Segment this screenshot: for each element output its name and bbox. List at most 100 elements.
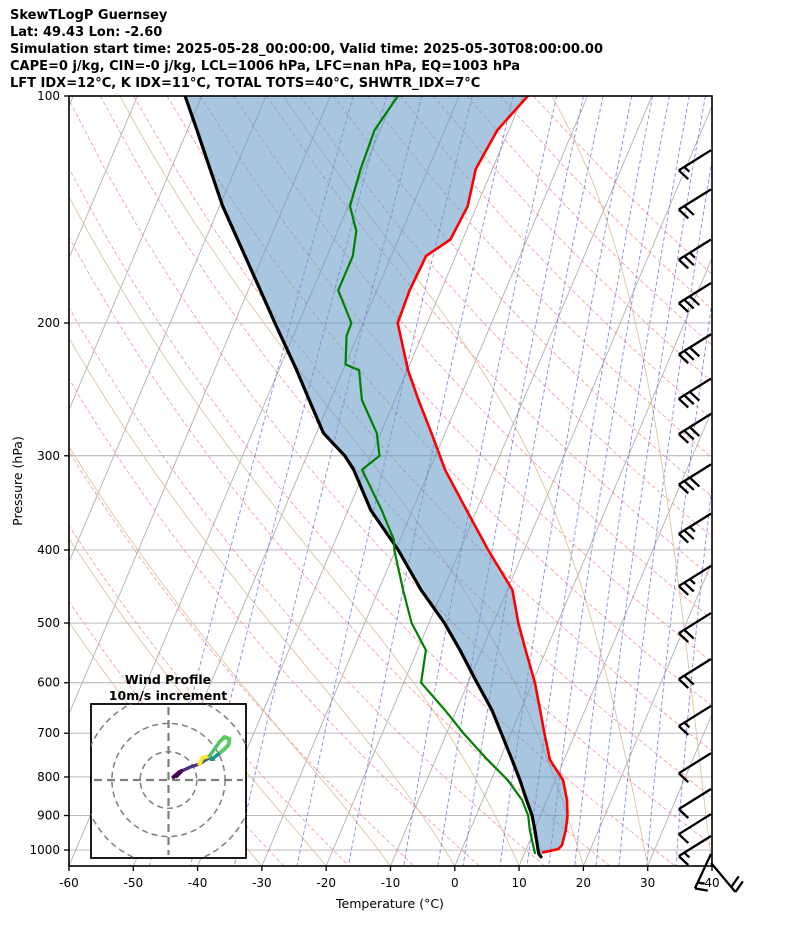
axes-ticks: -60 -50 -40 -30 -20 -10 0 10 20 30 40 100 200 300 400 5… xyxy=(29,89,719,890)
barb-full-feather xyxy=(677,725,690,736)
hodograph-subtitle: 10m/s increment xyxy=(109,688,227,703)
barb-staff xyxy=(678,463,712,486)
cin-shading-layer xyxy=(185,96,568,857)
wind-barb xyxy=(677,788,712,819)
barb-full-feather xyxy=(677,353,690,365)
wind-barb xyxy=(677,834,712,866)
mixing-ratio-line xyxy=(437,96,584,866)
mixing-ratio-line xyxy=(548,96,670,866)
hodograph-trace-segment xyxy=(171,769,184,779)
barb-staff xyxy=(678,813,712,836)
moist-adiabat-line xyxy=(551,96,712,866)
wind-barb xyxy=(677,612,712,643)
barb-staff xyxy=(678,788,712,811)
barb-staff xyxy=(678,512,712,535)
dry-adiabat-line xyxy=(69,524,350,866)
x-tick-label: -10 xyxy=(381,876,401,890)
barb-full-feather xyxy=(677,302,690,313)
moist-adiabat-line xyxy=(69,445,391,866)
barb-full-feather xyxy=(677,258,690,270)
barb-full-feather xyxy=(677,169,690,181)
barb-staff xyxy=(710,862,737,893)
wind-barb xyxy=(677,377,712,409)
barb-staff xyxy=(678,834,712,858)
mixing-ratio-line xyxy=(595,96,706,866)
mixing-ratio-line xyxy=(646,299,712,866)
isotherm-line xyxy=(325,96,653,866)
x-tick-label: -40 xyxy=(188,876,208,890)
barb-full-feather xyxy=(677,397,690,409)
wind-barb xyxy=(693,853,713,892)
barb-staff xyxy=(678,658,712,681)
barb-staff xyxy=(678,752,712,775)
isotherm-line xyxy=(647,712,712,866)
hodograph-title: Wind Profile xyxy=(125,672,211,687)
barb-full-feather xyxy=(677,208,690,220)
barb-full-feather xyxy=(689,390,701,402)
x-tick-label: -50 xyxy=(123,876,143,890)
y-axis-label: Pressure (hPa) xyxy=(10,436,25,526)
x-tick-label: 20 xyxy=(576,876,591,890)
barb-half-feather xyxy=(697,881,705,885)
barb-full-feather xyxy=(683,480,695,491)
hodograph-trace-segment xyxy=(207,740,222,758)
y-tick-label: 500 xyxy=(37,616,60,630)
temperature-curve xyxy=(396,96,569,854)
mixing-ratio-line xyxy=(189,96,388,866)
x-tick-label: 40 xyxy=(704,876,719,890)
cin-shading xyxy=(185,96,568,857)
isotherm-line xyxy=(518,408,712,866)
barb-full-feather xyxy=(683,394,695,405)
barb-full-feather xyxy=(677,433,690,444)
barb-staff xyxy=(678,188,712,211)
x-axis-label: Temperature (°C) xyxy=(335,896,444,911)
hodograph-content xyxy=(91,704,246,858)
mixing-ratio-line xyxy=(618,158,712,866)
time-line: Simulation start time: 2025-05-28_00:00:… xyxy=(10,42,603,57)
barb-full-feather xyxy=(677,585,690,596)
hodograph-trace-segment xyxy=(216,735,232,756)
isotherm-line xyxy=(69,96,203,412)
barb-staff xyxy=(678,564,712,588)
isotherm-line xyxy=(69,96,138,260)
dry-adiabat-line xyxy=(69,167,676,866)
barb-full-feather xyxy=(677,483,690,495)
barb-half-feather xyxy=(683,851,691,859)
barb-half-feather xyxy=(689,578,696,585)
parcel-curve xyxy=(183,96,543,859)
barb-full-feather xyxy=(689,426,701,437)
barb-full-feather xyxy=(683,581,695,593)
barb-staff xyxy=(693,853,713,889)
barb-full-feather xyxy=(683,298,695,310)
barb-full-feather xyxy=(677,833,690,844)
dry-adiabat-line xyxy=(69,306,545,866)
y-tick-label: 1000 xyxy=(29,843,60,857)
wind-barb xyxy=(677,238,712,270)
wind-barb xyxy=(677,704,712,736)
barb-full-feather xyxy=(677,532,690,544)
barb-half-feather xyxy=(683,166,691,173)
x-tick-label: -60 xyxy=(59,876,79,890)
barb-full-feather xyxy=(677,772,690,784)
dry-adiabat-line xyxy=(333,96,712,498)
barb-full-feather xyxy=(677,808,690,819)
mixing-ratio-line xyxy=(462,96,604,866)
cape-line: CAPE=0 j/kg, CIN=-0 j/kg, LCL=1006 hPa, … xyxy=(10,59,520,74)
barb-staff xyxy=(678,377,712,400)
barb-full-feather xyxy=(683,674,695,686)
y-tick-label: 800 xyxy=(37,770,60,784)
barb-full-feather xyxy=(677,678,690,689)
wind-barb xyxy=(677,188,712,220)
barb-full-feather xyxy=(683,529,695,541)
barb-staff xyxy=(678,333,712,356)
sounding-curves xyxy=(183,96,569,859)
mixing-ratio-line xyxy=(403,96,558,866)
barb-full-feather xyxy=(730,875,740,888)
wind-barb xyxy=(677,412,712,444)
barb-full-feather xyxy=(683,255,695,266)
mixing-ratio-line xyxy=(574,96,690,866)
wind-barb xyxy=(677,282,712,313)
title-line: SkewTLogP Guernsey xyxy=(10,8,168,23)
barb-staff xyxy=(678,412,712,436)
barb-full-feather xyxy=(689,295,701,306)
